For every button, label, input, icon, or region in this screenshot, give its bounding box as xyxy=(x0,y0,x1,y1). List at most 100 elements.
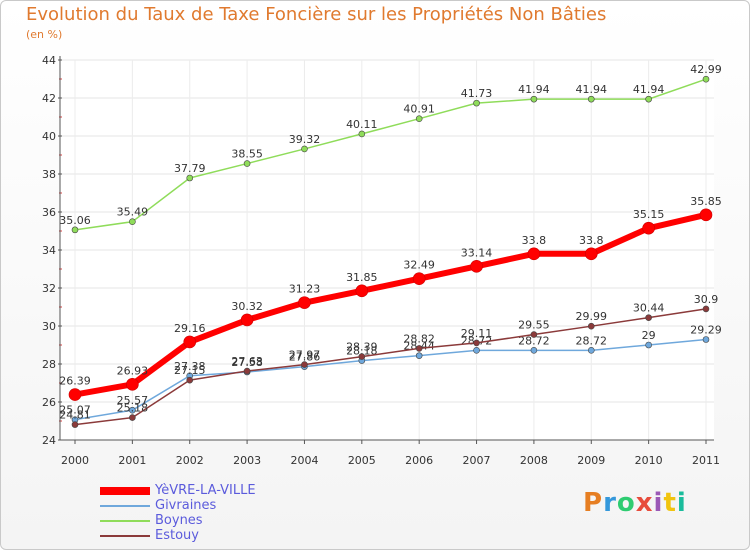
legend-label: YèVRE-LA-VILLE xyxy=(155,483,256,498)
x-tick-label: 2006 xyxy=(405,454,433,467)
data-label: 35.15 xyxy=(633,208,665,221)
series-line-3 xyxy=(74,308,707,426)
x-tick-label: 2011 xyxy=(692,454,720,467)
x-tick-label: 2005 xyxy=(348,454,376,467)
y-tick-label: 28 xyxy=(42,358,56,371)
data-label: 32.49 xyxy=(403,259,435,272)
proxiti-logo: Proxiti xyxy=(583,488,687,518)
chart-title: Evolution du Taux de Taxe Foncière sur l… xyxy=(26,4,607,25)
x-tick-label: 2001 xyxy=(118,454,146,467)
data-point xyxy=(587,95,595,103)
data-point xyxy=(702,75,710,83)
data-label: 28.82 xyxy=(403,332,435,345)
data-label: 41.94 xyxy=(633,83,665,96)
data-label: 28.72 xyxy=(576,334,608,347)
legend-swatch xyxy=(100,535,150,537)
data-label: 26.93 xyxy=(117,364,149,377)
data-label: 33.8 xyxy=(579,234,604,247)
data-point xyxy=(186,376,194,384)
data-point xyxy=(702,336,710,343)
legend-swatch xyxy=(100,505,150,507)
data-point xyxy=(587,322,595,330)
data-point xyxy=(412,272,426,285)
y-axis-unit: (en %) xyxy=(26,28,63,41)
data-label: 40.11 xyxy=(346,118,378,131)
data-point xyxy=(530,95,538,103)
y-tick-label: 42 xyxy=(42,92,56,105)
data-point xyxy=(301,361,308,368)
data-label: 27.97 xyxy=(289,349,321,362)
data-point xyxy=(415,115,423,123)
legend-item: Givraines xyxy=(100,498,320,513)
data-label: 33.14 xyxy=(461,246,493,259)
data-point xyxy=(298,296,311,309)
data-point xyxy=(355,284,369,298)
data-point xyxy=(183,335,197,349)
data-point xyxy=(129,414,136,421)
data-point xyxy=(301,145,308,153)
data-label: 41.94 xyxy=(576,83,608,96)
data-label: 25.57 xyxy=(117,394,149,407)
x-tick-label: 2008 xyxy=(520,454,548,467)
data-label: 31.23 xyxy=(289,283,321,296)
data-label: 42.99 xyxy=(690,63,722,76)
data-point xyxy=(415,345,423,352)
data-label: 27.58 xyxy=(231,356,263,369)
legend-item: YèVRE-LA-VILLE xyxy=(100,483,320,498)
data-label: 41.73 xyxy=(461,87,493,100)
x-tick-label: 2010 xyxy=(635,454,663,467)
y-tick-label: 30 xyxy=(42,320,56,333)
y-tick-label: 32 xyxy=(42,282,56,295)
data-label: 40.91 xyxy=(403,103,435,116)
data-label: 29.99 xyxy=(576,310,608,323)
x-tick-label: 2003 xyxy=(233,454,261,467)
data-label: 41.94 xyxy=(518,83,550,96)
series-line-0 xyxy=(74,211,707,398)
data-label: 29.16 xyxy=(174,322,206,335)
data-label: 30.44 xyxy=(633,302,665,315)
legend-item: Estouy xyxy=(100,528,320,543)
legend-label: Estouy xyxy=(155,528,199,543)
data-label: 29.29 xyxy=(690,323,722,336)
data-point xyxy=(243,367,251,375)
data-label: 37.79 xyxy=(174,162,206,175)
y-tick-label: 24 xyxy=(42,434,56,447)
x-tick-label: 2007 xyxy=(463,454,491,467)
data-point xyxy=(527,247,541,261)
data-label: 28.18 xyxy=(346,345,378,358)
data-label: 27.63 xyxy=(231,355,263,368)
data-label: 27.15 xyxy=(174,364,206,377)
data-label: 26.39 xyxy=(59,375,91,388)
data-label: 27.38 xyxy=(174,360,206,373)
legend-label: Givraines xyxy=(155,498,217,513)
data-point xyxy=(642,221,655,235)
y-tick-label: 34 xyxy=(42,244,56,257)
series-line-1 xyxy=(74,338,707,421)
data-point xyxy=(645,95,652,103)
y-tick-label: 44 xyxy=(42,54,56,67)
data-point xyxy=(358,130,366,138)
data-point xyxy=(415,352,423,359)
x-tick-label: 2002 xyxy=(176,454,204,467)
data-point xyxy=(702,305,710,313)
y-tick-label: 26 xyxy=(42,396,56,409)
data-label: 35.85 xyxy=(690,195,722,208)
data-label: 39.32 xyxy=(289,133,321,146)
data-point xyxy=(530,347,538,354)
series-line-2 xyxy=(74,78,707,231)
data-point xyxy=(473,99,480,107)
data-point xyxy=(129,406,136,414)
data-point xyxy=(473,347,480,354)
data-label: 30.9 xyxy=(694,293,719,306)
x-tick-label: 2004 xyxy=(290,454,318,467)
data-point xyxy=(129,218,136,225)
data-point xyxy=(645,341,652,349)
data-point xyxy=(240,313,254,327)
data-point xyxy=(645,314,652,321)
data-point xyxy=(243,160,251,167)
data-label: 33.8 xyxy=(522,234,547,247)
data-label: 38.55 xyxy=(231,148,263,161)
data-label: 29.55 xyxy=(518,319,550,332)
data-point xyxy=(473,339,480,347)
